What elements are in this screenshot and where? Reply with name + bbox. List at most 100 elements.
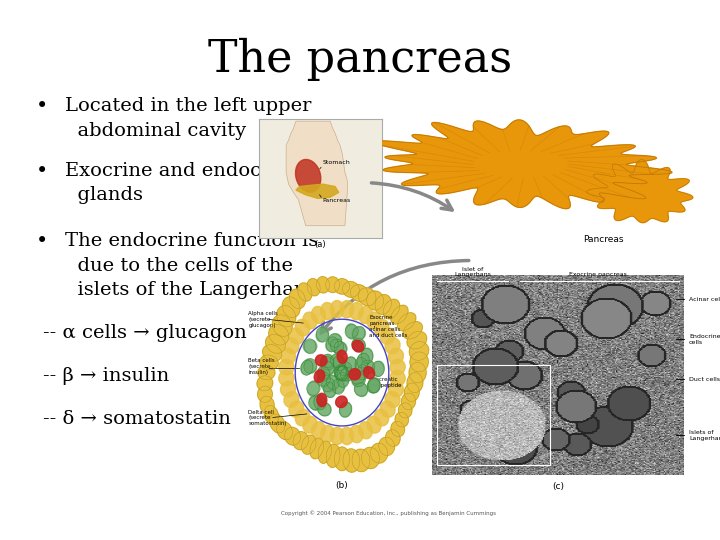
Ellipse shape — [407, 332, 427, 349]
Ellipse shape — [390, 359, 405, 375]
Ellipse shape — [391, 421, 405, 437]
Ellipse shape — [282, 297, 300, 318]
Ellipse shape — [312, 306, 325, 323]
Ellipse shape — [295, 319, 310, 336]
Ellipse shape — [317, 367, 330, 380]
Ellipse shape — [352, 373, 365, 387]
Ellipse shape — [334, 447, 350, 470]
Ellipse shape — [325, 277, 340, 293]
Ellipse shape — [263, 345, 282, 361]
Ellipse shape — [269, 325, 289, 345]
Ellipse shape — [364, 367, 374, 379]
Ellipse shape — [388, 381, 403, 397]
Text: Duct cells: Duct cells — [689, 377, 720, 382]
Ellipse shape — [310, 395, 321, 410]
Ellipse shape — [324, 382, 336, 397]
Ellipse shape — [330, 354, 343, 367]
Ellipse shape — [367, 379, 380, 393]
Text: Exocrine and endocrine
  glands: Exocrine and endocrine glands — [65, 162, 300, 204]
Ellipse shape — [388, 348, 403, 364]
Ellipse shape — [352, 338, 365, 352]
Ellipse shape — [295, 159, 321, 192]
Ellipse shape — [410, 342, 428, 360]
Ellipse shape — [379, 437, 395, 455]
Ellipse shape — [375, 295, 392, 314]
Polygon shape — [374, 120, 672, 208]
Text: The pancreas: The pancreas — [208, 38, 512, 81]
Ellipse shape — [351, 285, 368, 301]
Polygon shape — [296, 184, 339, 198]
Text: Copyright © 2004 Pearson Education, Inc., publishing as Benjamin Cummings: Copyright © 2004 Pearson Education, Inc.… — [282, 510, 496, 516]
Ellipse shape — [367, 416, 381, 433]
Ellipse shape — [409, 362, 426, 383]
Text: (a): (a) — [315, 240, 326, 249]
Ellipse shape — [344, 357, 356, 372]
Ellipse shape — [343, 281, 359, 297]
Ellipse shape — [281, 348, 296, 364]
Ellipse shape — [340, 301, 354, 318]
Ellipse shape — [321, 362, 334, 375]
Ellipse shape — [398, 403, 412, 418]
Text: Exocrine
pancreas
acinar cells
and duct cells: Exocrine pancreas acinar cells and duct … — [369, 315, 408, 338]
Ellipse shape — [337, 350, 347, 363]
Ellipse shape — [357, 353, 369, 368]
Ellipse shape — [346, 324, 358, 339]
Ellipse shape — [410, 352, 428, 372]
Ellipse shape — [367, 312, 381, 329]
Ellipse shape — [304, 359, 317, 373]
Ellipse shape — [276, 306, 296, 327]
Ellipse shape — [333, 342, 347, 355]
Ellipse shape — [284, 427, 300, 445]
Ellipse shape — [371, 443, 387, 463]
Ellipse shape — [320, 354, 333, 368]
Ellipse shape — [380, 328, 395, 344]
Ellipse shape — [361, 447, 379, 469]
Ellipse shape — [333, 356, 346, 370]
Ellipse shape — [352, 449, 370, 471]
Ellipse shape — [307, 279, 320, 296]
Ellipse shape — [302, 435, 316, 454]
Ellipse shape — [260, 355, 278, 370]
Ellipse shape — [349, 369, 361, 380]
Ellipse shape — [383, 299, 400, 319]
Polygon shape — [286, 121, 347, 226]
Text: Located in the left upper
  abdominal cavity: Located in the left upper abdominal cavi… — [65, 97, 311, 139]
Ellipse shape — [330, 427, 344, 444]
Ellipse shape — [284, 338, 299, 354]
Ellipse shape — [322, 377, 334, 392]
Ellipse shape — [326, 376, 339, 389]
Ellipse shape — [317, 393, 327, 407]
Ellipse shape — [307, 381, 320, 396]
Ellipse shape — [395, 412, 408, 427]
Text: -- δ → somatostatin: -- δ → somatostatin — [43, 410, 231, 428]
Ellipse shape — [276, 421, 292, 440]
Ellipse shape — [372, 361, 384, 376]
Ellipse shape — [334, 279, 350, 294]
Ellipse shape — [328, 334, 341, 347]
Ellipse shape — [320, 426, 334, 443]
Ellipse shape — [293, 431, 308, 450]
Ellipse shape — [359, 306, 372, 323]
Ellipse shape — [301, 360, 313, 375]
Ellipse shape — [368, 377, 380, 393]
Ellipse shape — [405, 383, 419, 401]
Ellipse shape — [313, 395, 326, 409]
Ellipse shape — [391, 305, 408, 324]
Ellipse shape — [343, 449, 360, 472]
Ellipse shape — [298, 283, 312, 301]
Ellipse shape — [257, 376, 273, 391]
Ellipse shape — [316, 327, 328, 342]
Ellipse shape — [385, 392, 400, 407]
Ellipse shape — [380, 401, 395, 417]
Text: Stomach: Stomach — [323, 160, 351, 165]
Ellipse shape — [258, 386, 272, 402]
Text: •: • — [36, 97, 48, 116]
Ellipse shape — [350, 302, 364, 320]
Ellipse shape — [338, 362, 351, 376]
Ellipse shape — [315, 355, 327, 366]
Text: Pancreatic
polypeptide: Pancreatic polypeptide — [369, 377, 402, 388]
Ellipse shape — [310, 438, 323, 459]
Ellipse shape — [337, 366, 349, 381]
Ellipse shape — [336, 366, 347, 381]
Ellipse shape — [340, 427, 354, 444]
